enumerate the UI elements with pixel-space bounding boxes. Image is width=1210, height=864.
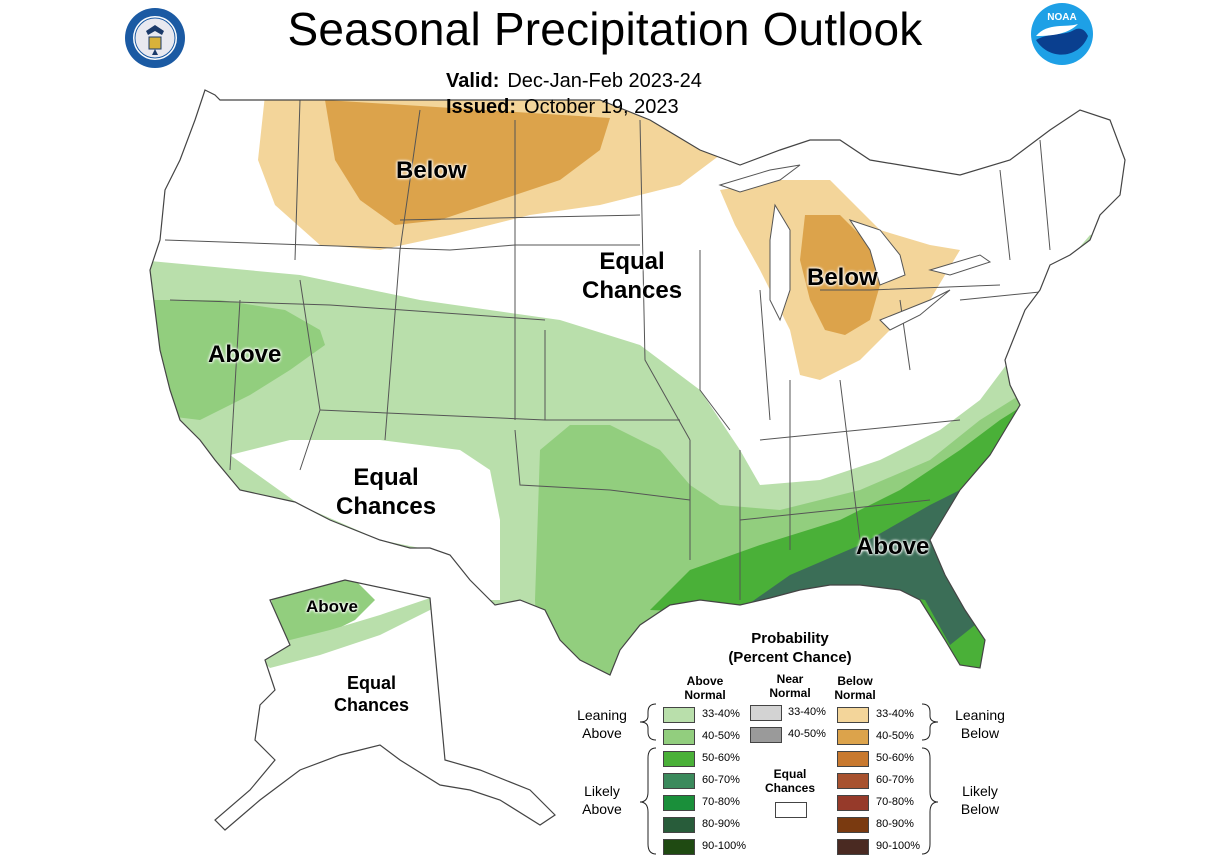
label-equal-chances-central: Equal Chances <box>582 248 682 306</box>
swatch-equal-chances <box>775 802 807 818</box>
valid-label: Valid: <box>446 70 500 92</box>
legend-leaning-above-line2: Above <box>582 724 622 741</box>
legend-leaning-below-line2: Below <box>960 724 1000 741</box>
swatch-above-40-50 <box>663 729 695 745</box>
legend-likely-below-line2: Below <box>960 800 1000 817</box>
swatch-above-33-40 <box>663 707 695 723</box>
swatch-near-40-50 <box>750 727 782 743</box>
commerce-seal-icon <box>125 8 185 68</box>
valid-value: Dec-Jan-Feb 2023-24 <box>507 70 702 92</box>
label-north-below: Below <box>396 157 467 184</box>
above-40-50-west <box>150 300 325 420</box>
label-alaska-equal-chances: Equal Chances <box>334 673 409 716</box>
swatch-below-50-60 <box>837 751 869 767</box>
legend-likely-above-line2: Above <box>582 800 622 817</box>
legend-leaning-below-line1: Leaning <box>955 707 1005 723</box>
noaa-logo-icon: NOAA <box>1031 3 1093 65</box>
noaa-text: NOAA <box>1047 12 1076 23</box>
legend-left-braces <box>639 703 657 855</box>
swatch-above-90-100 <box>663 839 695 855</box>
legend-above-header-line1: Above <box>686 674 724 688</box>
great-lakes <box>718 164 992 331</box>
pct-near-40-50: 40-50% <box>788 728 826 740</box>
label-equal-chances-sw-line2: Chances <box>336 492 437 520</box>
legend-title-line2: (Percent Chance) <box>728 648 852 666</box>
swatch-below-90-100 <box>837 839 869 855</box>
legend-near-header: Near Normal <box>755 672 825 701</box>
legend-near-header-line2: Normal <box>769 686 811 701</box>
label-equal-chances-central-line1: Equal <box>599 248 665 275</box>
label-alaska-equal-line2: Chances <box>334 694 410 715</box>
legend-likely-above-line1: Likely <box>584 783 620 799</box>
pct-above-40-50: 40-50% <box>702 730 740 742</box>
legend-below-header: Below Normal <box>820 674 890 703</box>
pct-below-33-40: 33-40% <box>876 708 914 720</box>
pct-near-33-40: 33-40% <box>788 706 826 718</box>
label-great-lakes-below: Below <box>807 264 878 291</box>
issued-label: Issued: <box>446 96 517 118</box>
alaska-outline <box>214 579 556 831</box>
alaska-above-33-40 <box>250 598 440 668</box>
pct-below-70-80: 70-80% <box>876 796 914 808</box>
valid-line: Valid: Dec-Jan-Feb 2023-24 <box>446 70 702 93</box>
legend-equal-chances: Equal Chances <box>755 767 825 796</box>
legend-leaning-below: Leaning Below <box>944 707 1016 742</box>
label-equal-chances-central-line2: Chances <box>582 276 683 304</box>
label-southeast-above: Above <box>856 533 930 560</box>
swatch-above-50-60 <box>663 751 695 767</box>
label-equal-chances-sw: Equal Chances <box>336 464 436 522</box>
legend-title: Probability (Percent Chance) <box>690 630 890 668</box>
legend-right-braces <box>921 703 939 855</box>
swatch-below-40-50 <box>837 729 869 745</box>
issued-value: October 19, 2023 <box>524 96 679 118</box>
swatch-below-80-90 <box>837 817 869 833</box>
pct-above-50-60: 50-60% <box>702 752 740 764</box>
label-equal-chances-sw-line1: Equal <box>353 464 419 491</box>
swatch-above-60-70 <box>663 773 695 789</box>
legend-likely-below-line1: Likely <box>962 783 998 799</box>
label-west-above: Above <box>208 341 282 368</box>
below-40-50-north <box>325 100 610 225</box>
swatch-below-70-80 <box>837 795 869 811</box>
swatch-near-33-40 <box>750 705 782 721</box>
swatch-below-60-70 <box>837 773 869 789</box>
equal-chances-sw-region <box>230 440 500 600</box>
legend-above-header: Above Normal <box>670 674 740 703</box>
legend-likely-below: Likely Below <box>944 783 1016 818</box>
pct-above-70-80: 70-80% <box>702 796 740 808</box>
swatch-below-33-40 <box>837 707 869 723</box>
legend-equal-line1: Equal <box>773 767 807 781</box>
legend-near-header-line1: Near <box>776 672 804 686</box>
pct-above-80-90: 80-90% <box>702 818 740 830</box>
pct-above-60-70: 60-70% <box>702 774 740 786</box>
page-title: Seasonal Precipitation Outlook <box>287 3 923 55</box>
conus-outline <box>149 89 1126 676</box>
legend-above-header-line2: Normal <box>684 688 726 703</box>
swatch-above-70-80 <box>663 795 695 811</box>
label-alaska-equal-line1: Equal <box>347 673 397 693</box>
above-60-70-region <box>740 490 975 645</box>
legend-likely-above: Likely Above <box>566 783 638 818</box>
issued-line: Issued: October 19, 2023 <box>446 96 679 119</box>
legend-below-header-line1: Below <box>837 674 873 688</box>
pct-above-90-100: 90-100% <box>702 840 747 852</box>
below-40-50-michigan <box>800 215 880 335</box>
pct-below-80-90: 80-90% <box>876 818 914 830</box>
pct-below-60-70: 60-70% <box>876 774 914 786</box>
legend-equal-line2: Chances <box>764 781 816 796</box>
pct-below-90-100: 90-100% <box>876 840 921 852</box>
legend-below-header-line2: Normal <box>834 688 876 703</box>
pct-above-33-40: 33-40% <box>702 708 740 720</box>
legend-title-line1: Probability <box>751 630 829 647</box>
pct-below-40-50: 40-50% <box>876 730 914 742</box>
legend-leaning-above-line1: Leaning <box>577 707 627 723</box>
label-alaska-above: Above <box>306 597 358 616</box>
state-boundaries <box>164 99 1061 600</box>
pct-below-50-60: 50-60% <box>876 752 914 764</box>
swatch-above-80-90 <box>663 817 695 833</box>
legend-leaning-above: Leaning Above <box>566 707 638 742</box>
